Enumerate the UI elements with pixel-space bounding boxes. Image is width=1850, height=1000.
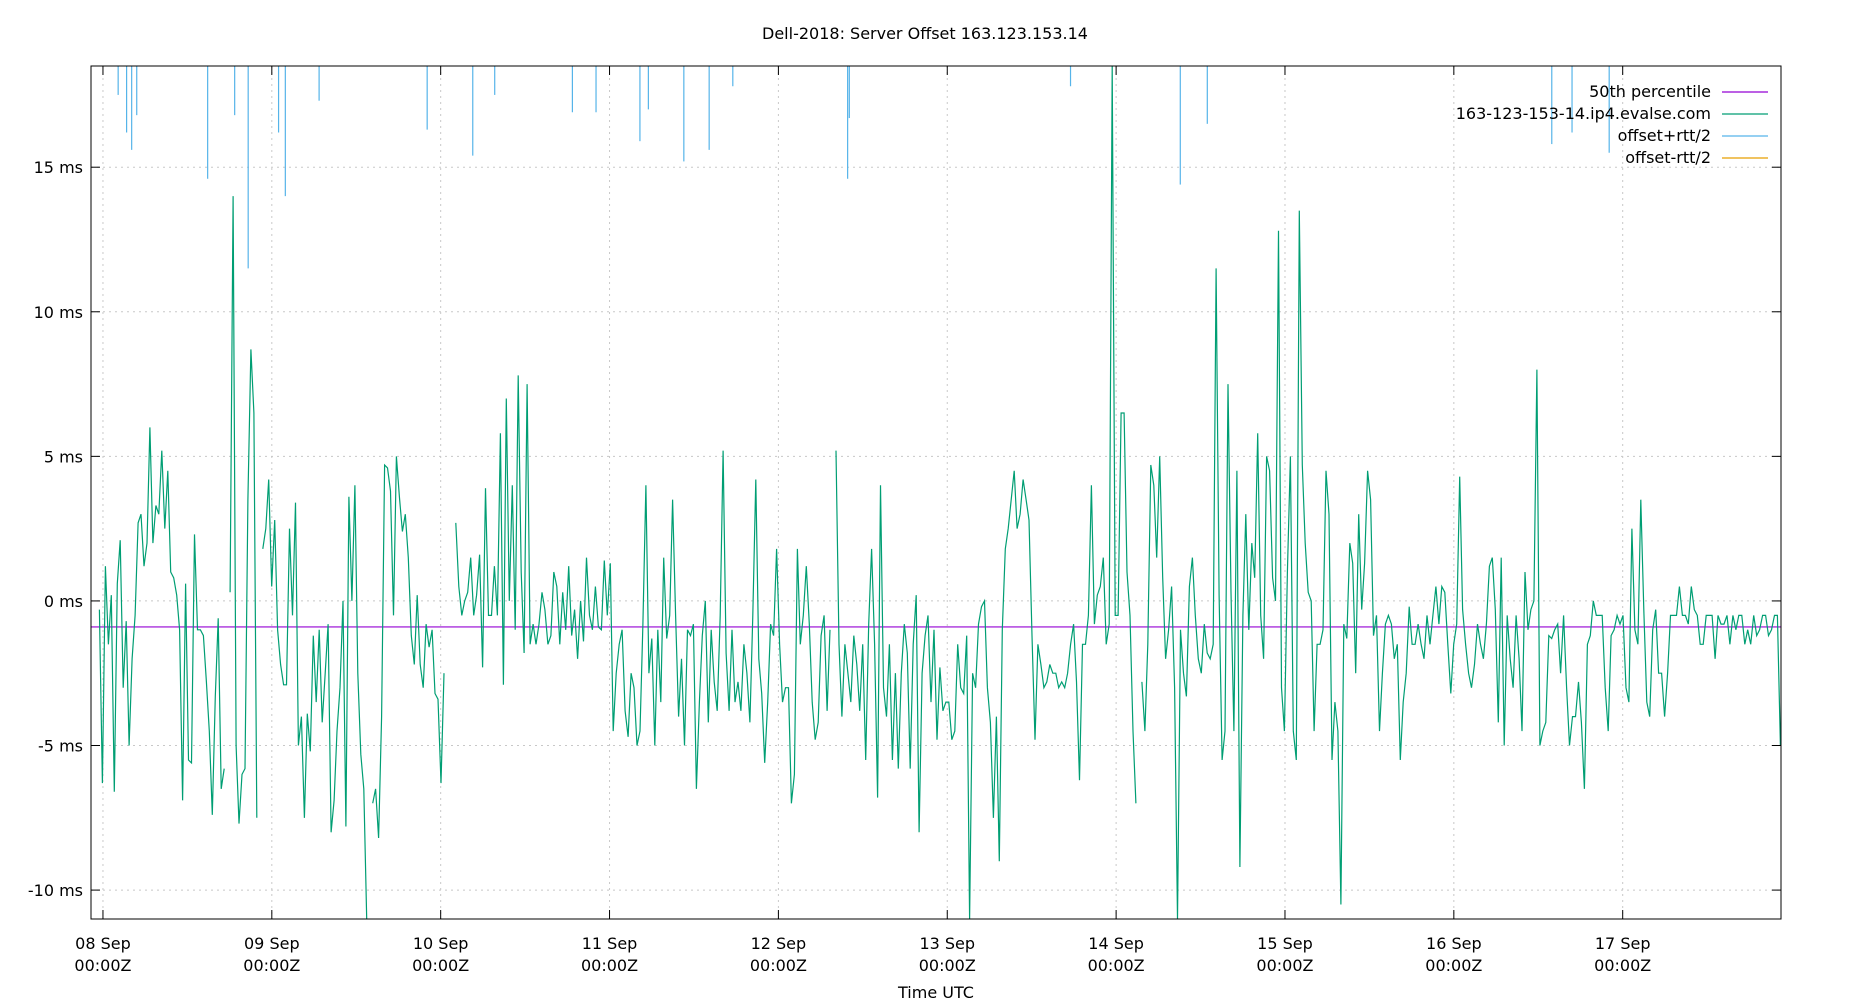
plot-frame: [90, 65, 1782, 920]
x-tick-label: 00:00Z: [1256, 956, 1313, 975]
x-axis-label: Time UTC: [897, 983, 974, 1000]
x-tick-label: 00:00Z: [750, 956, 807, 975]
offset-series-line: [262, 479, 368, 919]
x-tick-label: 00:00Z: [1088, 956, 1145, 975]
legend-entry-label: offset+rtt/2: [1618, 126, 1711, 145]
x-tick-label: 16 Sep: [1426, 934, 1482, 953]
x-tick-label: 13 Sep: [919, 934, 975, 953]
series-layer: [91, 66, 1781, 919]
legend-entry-label: 50th percentile: [1589, 82, 1711, 101]
x-tick-label: 15 Sep: [1257, 934, 1313, 953]
y-tick-label: 5 ms: [44, 447, 83, 466]
x-tick-label: 11 Sep: [582, 934, 638, 953]
x-tick-label: 09 Sep: [244, 934, 300, 953]
grid: [91, 66, 1781, 919]
offset-series-line: [835, 66, 1137, 919]
x-tick-label: 00:00Z: [919, 956, 976, 975]
legend: 50th percentile 163-123-153-14.ip4.evalse…: [1456, 82, 1768, 167]
legend-entry-label: offset-rtt/2: [1625, 148, 1711, 167]
offset-series-line: [372, 456, 445, 839]
axis-ticks: -10 ms -5 ms 0 ms 5 ms 10 ms 15 ms 08 Sep 00:00…: [28, 66, 1781, 975]
offset-series-line: [98, 427, 225, 815]
x-tick-label: 00:00Z: [243, 956, 300, 975]
x-tick-label: 00:00Z: [1594, 956, 1651, 975]
y-tick-label: -10 ms: [28, 881, 83, 900]
y-tick-label: 0 ms: [44, 592, 83, 611]
y-tick-label: -5 ms: [38, 737, 83, 756]
offset-series-line: [229, 196, 258, 824]
y-tick-label: 15 ms: [34, 158, 83, 177]
x-tick-label: 00:00Z: [1425, 956, 1482, 975]
x-tick-label: 10 Sep: [413, 934, 469, 953]
x-tick-label: 17 Sep: [1595, 934, 1651, 953]
legend-entry-label: 163-123-153-14.ip4.evalse.com: [1456, 104, 1711, 123]
x-tick-label: 00:00Z: [412, 956, 469, 975]
y-tick-label: 10 ms: [34, 303, 83, 322]
x-tick-label: 08 Sep: [75, 934, 131, 953]
offset-series-line: [1141, 210, 1781, 919]
offset-series-line: [455, 375, 831, 804]
x-tick-label: 12 Sep: [751, 934, 807, 953]
x-tick-label: 00:00Z: [581, 956, 638, 975]
x-tick-label: 14 Sep: [1088, 934, 1144, 953]
x-tick-label: 00:00Z: [74, 956, 131, 975]
chart-title: Dell-2018: Server Offset 163.123.153.14: [762, 24, 1088, 43]
